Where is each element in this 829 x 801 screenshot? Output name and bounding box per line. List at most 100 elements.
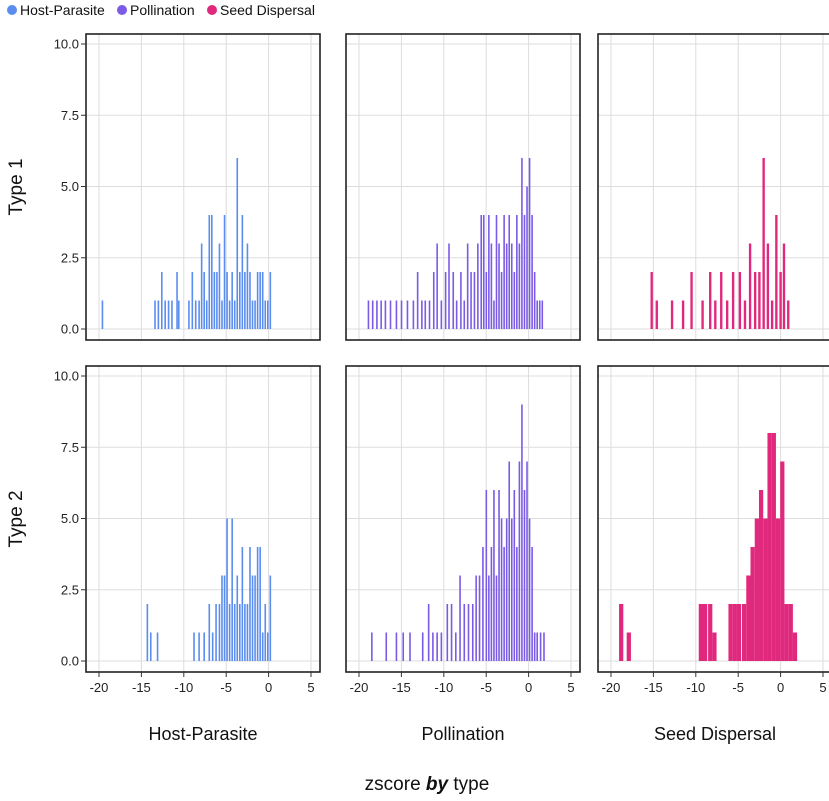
histogram-bar (256, 547, 259, 661)
histogram-bar (211, 215, 213, 329)
histogram-bar (541, 300, 544, 329)
row-title-type-2: Type 2 (6, 490, 27, 547)
panel-type-1-seed-dispersal (597, 33, 829, 341)
histogram-bar (771, 433, 776, 661)
histogram-bar (244, 604, 246, 661)
gridlines (346, 366, 580, 672)
histogram-bar (482, 215, 485, 329)
histogram-bar (510, 243, 513, 329)
legend-marker-seed-dispersal (207, 5, 217, 15)
histogram-bar (218, 243, 221, 329)
histogram-bar (480, 215, 483, 329)
histogram-bar (244, 272, 246, 329)
histogram-bar (493, 300, 495, 329)
histogram-bar (503, 547, 505, 661)
bars (367, 158, 544, 329)
histogram-bar (233, 300, 236, 329)
histogram-bar (444, 272, 447, 329)
histogram-bar (176, 272, 178, 329)
histogram-bar (421, 300, 423, 329)
histogram-bar (259, 547, 261, 661)
histogram-bar (380, 300, 382, 329)
histogram-bar (762, 158, 765, 329)
histogram-bar (191, 272, 194, 329)
histogram-bar (770, 300, 774, 329)
histogram-bar (763, 518, 768, 661)
histogram-bar (528, 158, 531, 329)
x-tick-label: -15 (392, 680, 411, 695)
histogram-bar (712, 632, 717, 661)
histogram-bar (251, 575, 254, 661)
histogram-bar (775, 518, 781, 661)
histogram-bar (376, 300, 378, 329)
histogram-bar (736, 604, 742, 661)
x-tick-label: -5 (220, 680, 232, 695)
histogram-bar (436, 632, 438, 661)
histogram-bar (698, 604, 704, 661)
x-tick-label: 0 (777, 680, 784, 695)
histogram-bar (400, 300, 403, 329)
histogram-bar (205, 300, 208, 329)
x-tick-label: -10 (174, 680, 193, 695)
y-tick-label: 7.5 (61, 440, 79, 455)
panel-type-2-pollination: -20 -15 -10 -5 0 5 (345, 365, 581, 695)
x-axis: -20 -15 -10 -5 0 5 (90, 672, 315, 695)
histogram-bar (516, 215, 518, 329)
bars (101, 158, 272, 329)
histogram-bar (149, 632, 152, 661)
histogram-bar (198, 632, 200, 661)
y-tick-label: 0.0 (61, 654, 79, 669)
histogram-bar (213, 272, 216, 329)
legend-item-pollination[interactable]: Pollination (117, 2, 195, 18)
histogram-bar (385, 632, 388, 661)
y-tick-label: 2.5 (61, 582, 79, 597)
histogram-bar (485, 490, 488, 661)
histogram-bar (261, 632, 264, 661)
histogram-bar (754, 518, 759, 661)
legend-item-host-parasite[interactable]: Host-Parasite (7, 2, 105, 18)
histogram-bar (254, 300, 256, 329)
histogram-bar (171, 300, 173, 329)
x-axis-title-suffix: type (448, 774, 489, 795)
panel-frame (345, 33, 581, 341)
histogram-bar (500, 272, 503, 329)
column-titles: Host-Parasite Pollination Seed Dispersal (148, 724, 776, 744)
histogram-bar (395, 300, 398, 329)
histogram-bar (432, 272, 435, 329)
y-tick-label: 0.0 (61, 322, 79, 337)
histogram-bar (440, 632, 443, 661)
panel-type-1-host-parasite: 0.0 2.5 5.0 7.5 10.0 (54, 33, 321, 341)
histogram-bar (485, 272, 488, 329)
x-tick-label: -10 (434, 680, 453, 695)
histogram-bar (266, 300, 269, 329)
histogram-bar (503, 215, 505, 329)
histogram-bar (498, 243, 500, 329)
legend-item-seed-dispersal[interactable]: Seed Dispersal (207, 2, 315, 18)
histogram-bar (488, 215, 490, 329)
panel-type-2-host-parasite: 0.0 2.5 5.0 7.5 10.0 -20 -15 -10 -5 0 5 (54, 365, 321, 695)
histogram-bar (758, 490, 764, 661)
histogram-bar (226, 518, 228, 661)
histogram-bar (101, 300, 104, 329)
column-title-seed-dispersal: Seed Dispersal (654, 724, 776, 744)
x-axis-title: zscore by type (365, 774, 490, 795)
histogram-bar (226, 272, 228, 329)
row-titles: Type 1 Type 2 (6, 158, 27, 547)
histogram-bar (708, 604, 713, 661)
histogram-bar (160, 272, 163, 329)
histogram-bar (521, 404, 523, 661)
histogram-bar (454, 632, 457, 661)
histogram-bar (395, 632, 398, 661)
histogram-bar (670, 300, 674, 329)
panels: 0.0 2.5 5.0 7.5 10.0 0.0 2.5 5.0 7.5 10.0 -20 -15 -1… (54, 33, 829, 695)
histogram-bar (239, 272, 241, 329)
histogram-bar (428, 300, 431, 329)
histogram-bar (493, 490, 495, 661)
gridlines (598, 366, 829, 672)
x-tick-label: -15 (644, 680, 663, 695)
histogram-bar (528, 518, 531, 661)
x-axis-title-prefix: zscore (365, 774, 426, 795)
x-tick-label: -20 (602, 680, 621, 695)
histogram-bar (440, 300, 443, 329)
histogram-bar (792, 632, 798, 661)
